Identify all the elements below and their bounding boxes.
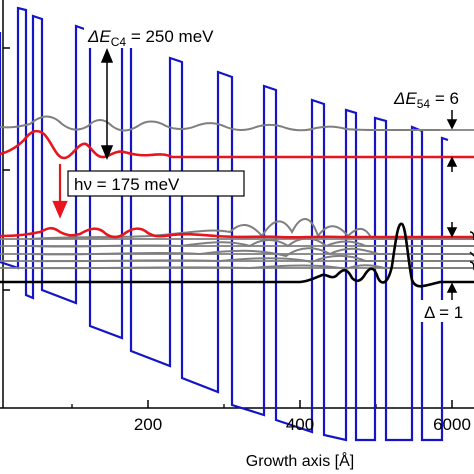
x-tick-label-600: 6000 xyxy=(433,415,471,434)
photon-label: hν = 175 meV xyxy=(74,175,180,194)
ground-state-wavefunction xyxy=(0,222,474,288)
upper-parasitic-wavefunction xyxy=(0,115,440,132)
lower-state-wavefunction-3 xyxy=(29,247,474,258)
x-ticks xyxy=(71,400,453,408)
delta-ec4-prefix: ΔE xyxy=(87,27,111,46)
delta-bottom-arrows xyxy=(446,222,458,300)
delta-e54-arrows xyxy=(446,108,458,172)
delta-ec4-suffix: = 250 meV xyxy=(126,27,214,46)
photon-label-box xyxy=(67,170,245,197)
lower-state-wavefunction-1 xyxy=(29,218,474,240)
x-axis-title: Growth axis [Å] xyxy=(246,451,354,470)
lower-state-wavefunction-5 xyxy=(29,264,474,271)
delta-ec4-arrow xyxy=(100,48,114,160)
delta-e54-subscript: 54 xyxy=(417,97,431,111)
delta-ec4-label-bg xyxy=(84,22,256,48)
delta-e54-label-bg xyxy=(392,88,474,110)
lower-state-wavefunction-4 xyxy=(29,254,474,264)
delta-e54-prefix: ΔE xyxy=(393,89,417,108)
lower-laser-state-wavefunction xyxy=(0,226,474,239)
photon-arrow xyxy=(52,164,68,219)
delta-ec4-subscript: C4 xyxy=(111,35,127,49)
upper-laser-state-wavefunction xyxy=(0,129,474,160)
band-profile-line xyxy=(0,6,449,442)
delta-e54-suffix: = 6 xyxy=(430,89,459,108)
x-tick-label-200: 200 xyxy=(134,415,162,434)
delta-e54-label: ΔE54 = 6 xyxy=(393,89,459,111)
lower-state-wavefunction-2 xyxy=(29,237,474,248)
x-tick-label-400: 400 xyxy=(286,415,314,434)
delta-ec4-label: ΔEC4 = 250 meV xyxy=(87,27,214,49)
delta-bottom-label-bg xyxy=(420,300,474,322)
delta-bottom-label: Δ = 1 xyxy=(424,303,463,322)
